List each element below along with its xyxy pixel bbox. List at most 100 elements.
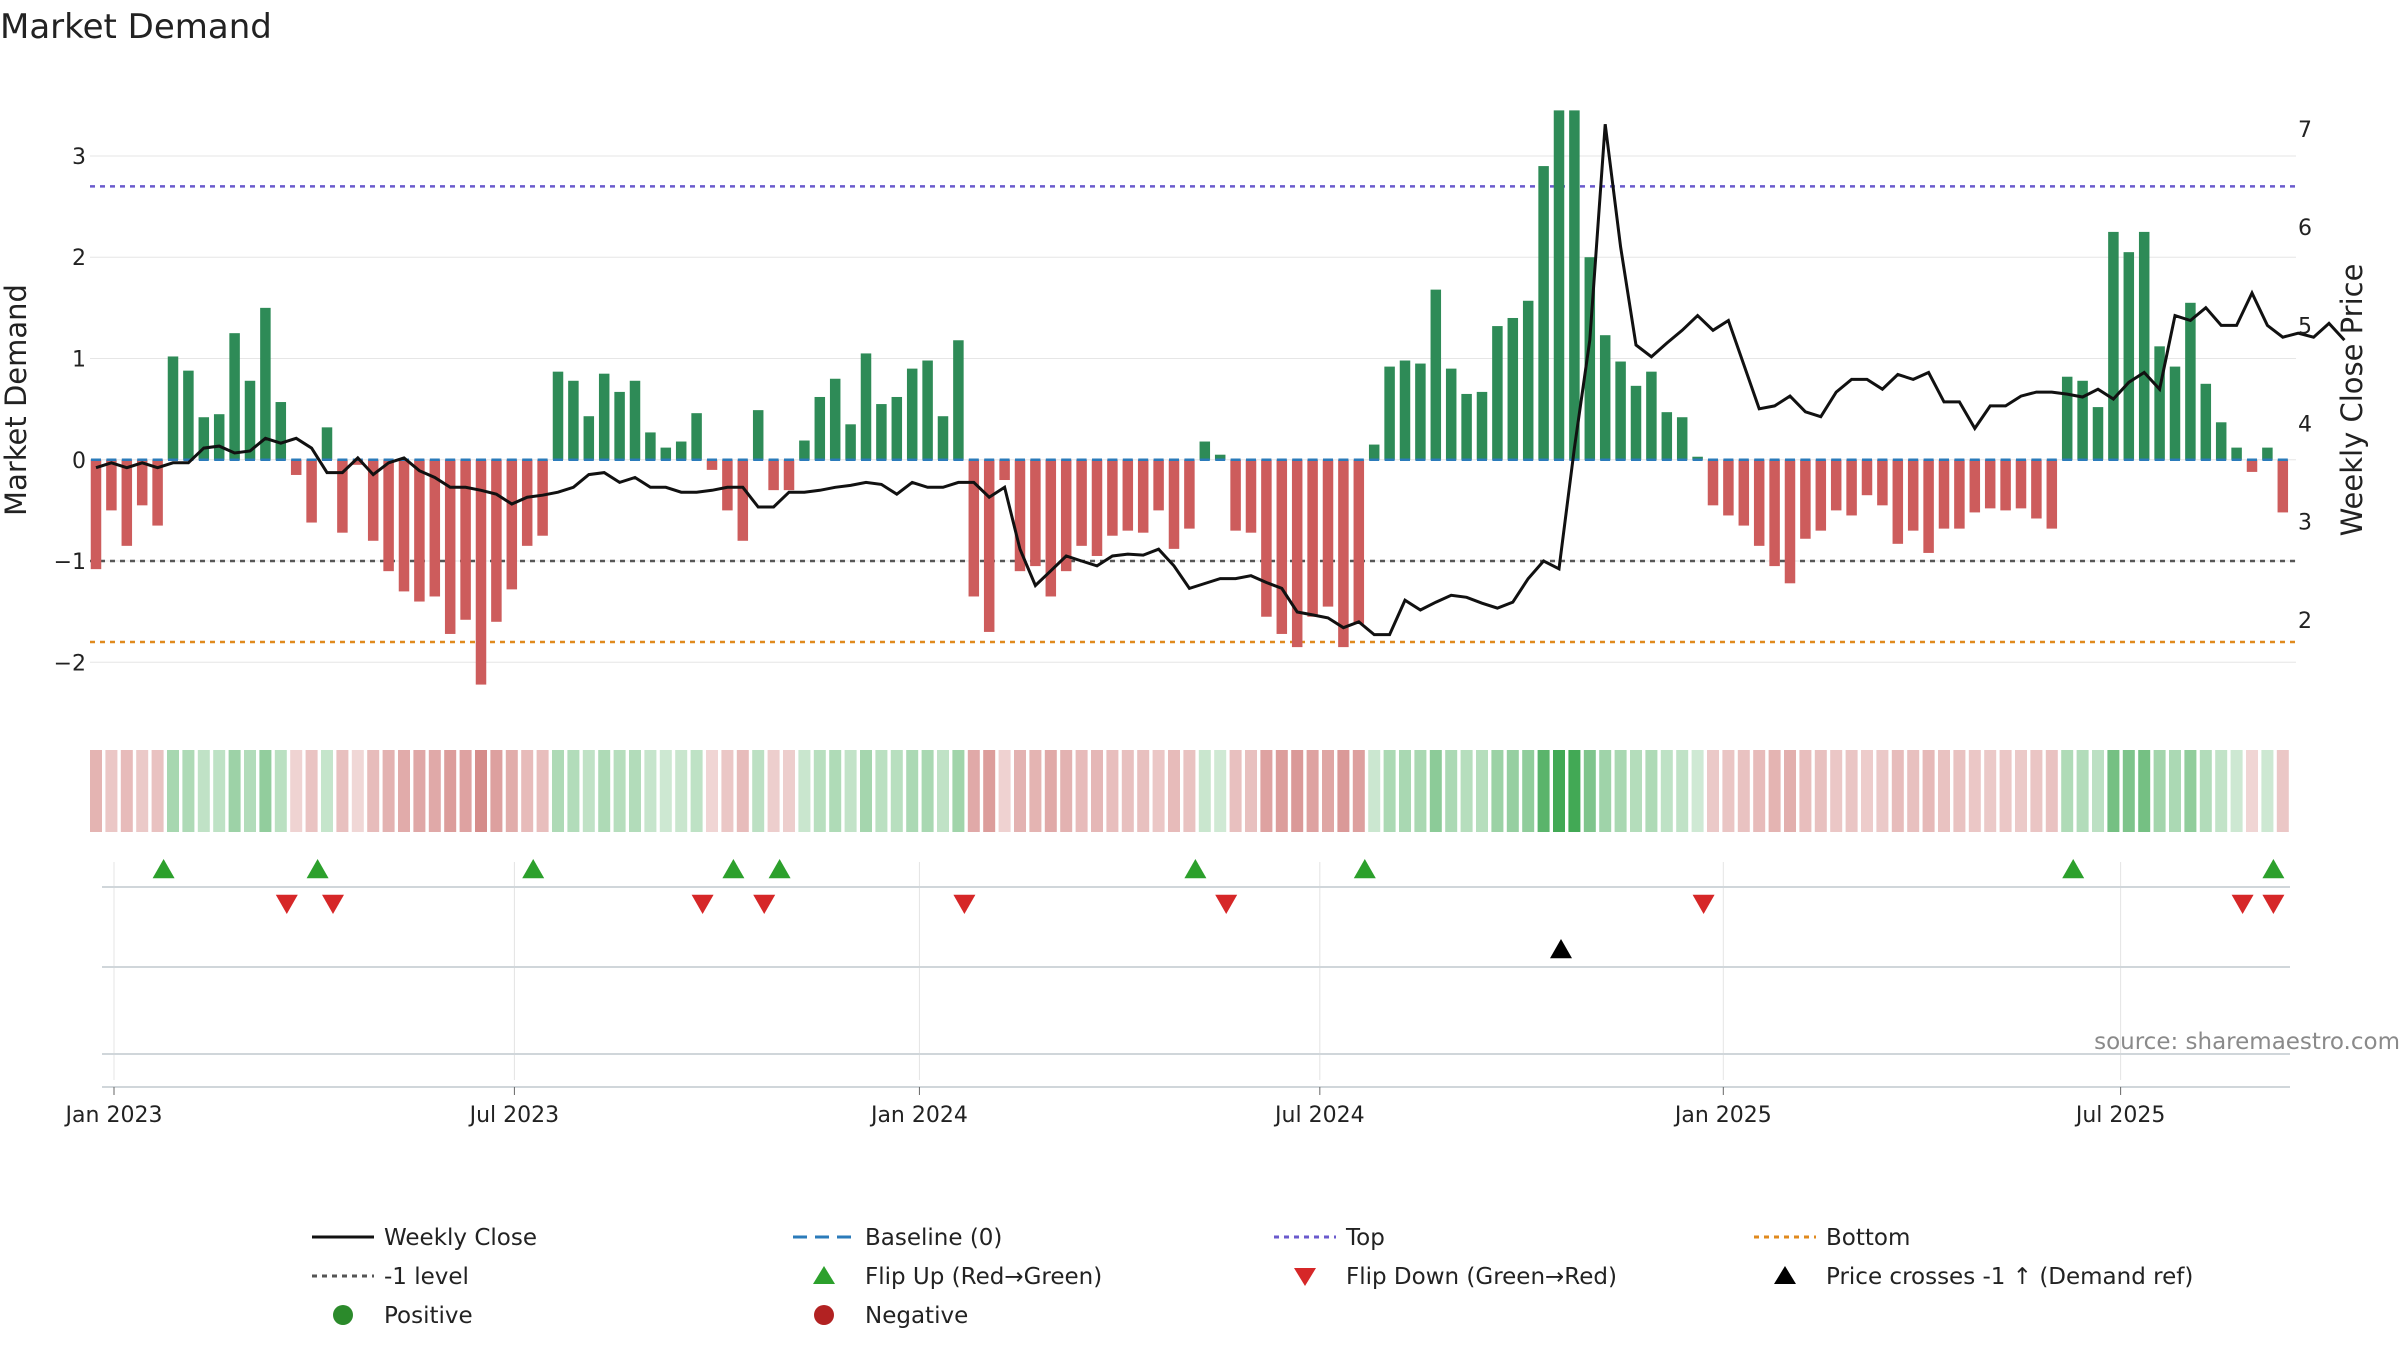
demand-bar <box>1846 459 1857 516</box>
demand-bar <box>1122 459 1134 531</box>
heat-cell <box>613 750 626 832</box>
legend-label: Negative <box>865 1303 968 1329</box>
legend-label: Baseline (0) <box>865 1225 1002 1251</box>
heat-cell <box>105 750 118 832</box>
legend-item: Positive <box>333 1303 473 1329</box>
demand-heat-strip <box>90 750 2289 832</box>
heat-cell <box>1260 750 1273 832</box>
heat-cell <box>1568 750 1581 832</box>
demand-bar <box>1384 366 1395 460</box>
y-tick-label: −2 <box>54 651 86 676</box>
heat-cell <box>2061 750 2074 832</box>
demand-bar <box>1461 393 1472 460</box>
heat-cell <box>1029 750 1042 832</box>
x-tick-label: Jan 2025 <box>1673 1103 1772 1128</box>
demand-bar <box>537 459 548 536</box>
demand-bar <box>1692 456 1703 460</box>
heat-cell <box>1984 750 1997 832</box>
demand-bar <box>275 402 287 460</box>
price-cross-markers <box>1550 939 1572 959</box>
demand-bar <box>321 427 333 460</box>
heat-cell <box>629 750 641 832</box>
flip-markers <box>152 859 2285 914</box>
legend-item: Flip Up (Red→Green) <box>813 1264 1102 1290</box>
demand-bar <box>1030 459 1041 567</box>
legend-swatch <box>1294 1268 1316 1286</box>
demand-bar <box>383 459 394 572</box>
heat-cell <box>567 750 580 832</box>
y2-axis-label: Weekly Close Price <box>2335 264 2369 537</box>
heat-cell <box>1876 750 1889 832</box>
heat-cell <box>382 750 395 832</box>
heat-cell <box>1414 750 1427 832</box>
x-axis-ticks: Jan 2023 Jul 2023 Jan 2024 Jul 2024 Jan 2025… <box>64 1087 2165 1128</box>
demand-bar <box>876 404 887 460</box>
heat-cell <box>367 750 380 832</box>
demand-bar <box>1553 110 1565 460</box>
heat-cell <box>2092 750 2104 832</box>
legend-swatch <box>333 1305 353 1325</box>
heat-cell <box>721 750 734 832</box>
heat-cell <box>2246 750 2258 832</box>
demand-bar <box>845 424 856 460</box>
demand-bar <box>1599 335 1611 460</box>
demand-bar <box>1137 459 1149 533</box>
demand-bar <box>90 459 102 570</box>
heat-cell <box>1337 750 1350 832</box>
legend-label: Price crosses -1 ↑ (Demand ref) <box>1826 1264 2193 1290</box>
heat-cell <box>2276 750 2289 832</box>
heat-cell <box>767 750 780 832</box>
flip-up-marker <box>152 859 175 879</box>
demand-bar <box>1199 441 1211 460</box>
legend-item: -1 level <box>312 1264 469 1290</box>
heat-cell <box>1106 750 1119 832</box>
heat-cell <box>1814 750 1827 832</box>
demand-bar <box>737 459 749 541</box>
y2-tick-label: 7 <box>2298 118 2312 143</box>
legend-label: Weekly Close <box>384 1225 537 1251</box>
heat-cell <box>644 750 657 832</box>
demand-bar <box>213 414 225 460</box>
demand-bar <box>1322 459 1334 607</box>
demand-bar <box>1584 257 1596 460</box>
heat-cell <box>1306 750 1319 832</box>
legend-swatch <box>814 1305 834 1325</box>
heat-cell <box>2076 750 2089 832</box>
demand-bar <box>244 380 256 460</box>
heat-cell <box>875 750 888 832</box>
flip-up-marker <box>2062 859 2085 879</box>
heat-cell <box>167 750 179 832</box>
flip-up-marker <box>768 859 791 879</box>
demand-bar <box>2215 422 2227 460</box>
demand-bar <box>1676 417 1688 460</box>
demand-bar <box>1168 459 1180 549</box>
demand-bar <box>460 459 471 620</box>
demand-bar <box>2138 231 2150 460</box>
heat-cell <box>305 750 318 832</box>
heat-cell <box>428 750 441 832</box>
heat-cell <box>2184 750 2197 832</box>
demand-bar <box>414 459 425 602</box>
heat-cell <box>213 750 226 832</box>
demand-bar <box>198 417 210 460</box>
demand-bar <box>1892 459 1904 544</box>
heat-cell <box>1060 750 1073 832</box>
legend-item: Price crosses -1 ↑ (Demand ref) <box>1774 1264 2193 1290</box>
demand-bar <box>568 380 579 460</box>
chart-title: Market Demand <box>0 7 272 47</box>
demand-bar <box>691 413 702 460</box>
legend-item: Weekly Close <box>312 1225 537 1251</box>
heat-cell <box>1460 750 1473 832</box>
demand-bar <box>968 459 980 597</box>
demand-bar <box>1984 459 1996 509</box>
heat-cell <box>1322 750 1334 832</box>
demand-bar <box>1430 289 1442 460</box>
heat-cell <box>475 750 487 832</box>
heat-cell <box>1091 750 1103 832</box>
heat-cell <box>182 750 195 832</box>
demand-bar <box>337 459 348 533</box>
heat-cell <box>505 750 518 832</box>
demand-bar <box>583 416 595 460</box>
demand-bar <box>1800 459 1811 539</box>
flip-up-marker <box>1184 859 1207 879</box>
